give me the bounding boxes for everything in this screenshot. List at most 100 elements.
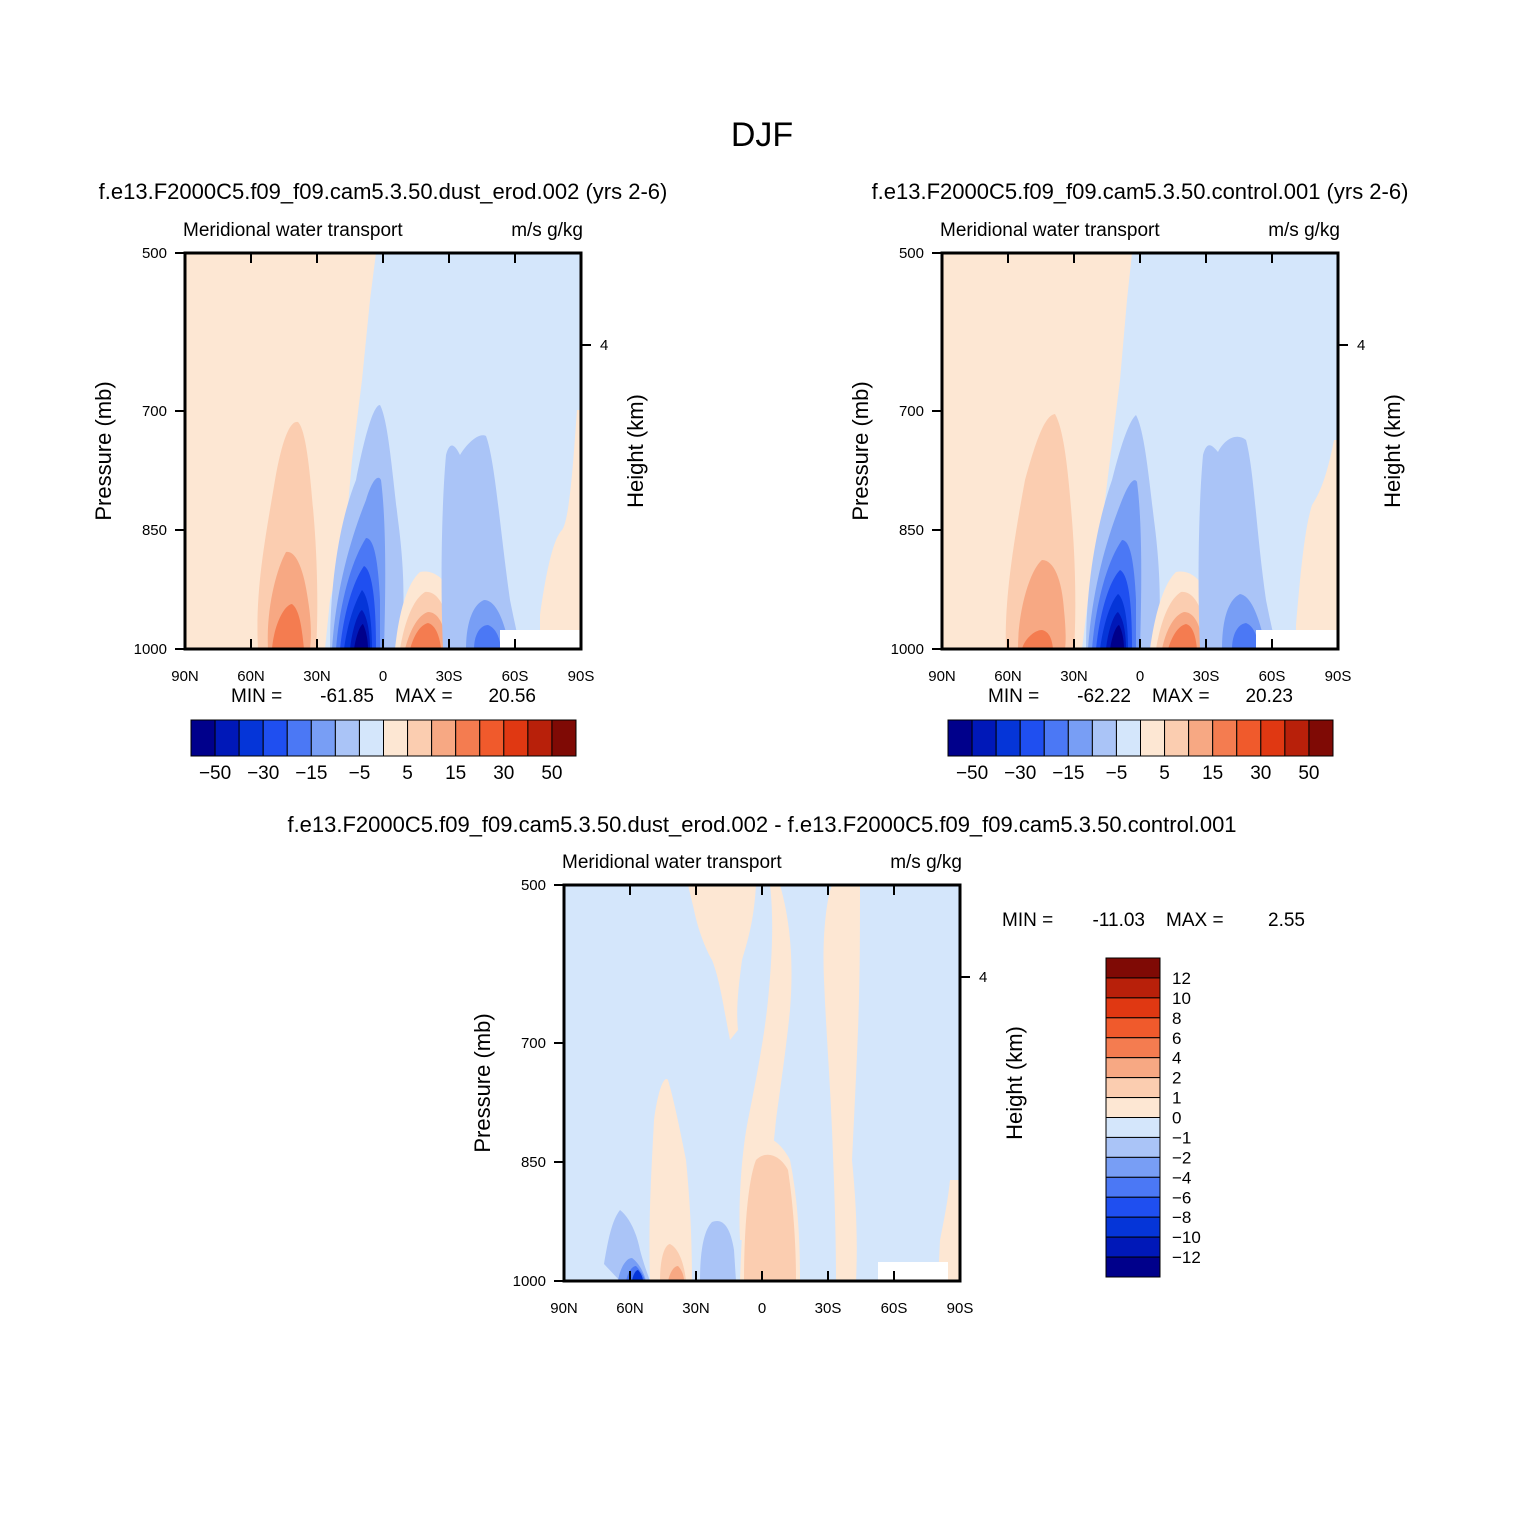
colorbar-label: 6 [1172,1029,1181,1048]
colorbar-box [1105,1077,1161,1099]
y-axis-label: Pressure (mb) [848,381,873,520]
max-value: 20.56 [488,686,536,707]
colorbar-box [1105,1057,1161,1079]
colorbar-box [551,719,577,757]
colorbar-box [1105,1037,1161,1059]
colorbar: −50 −30 −15 −5 5 15 30 50 [947,719,1334,784]
panel-control: f.e13.F2000C5.f09_f09.cam5.3.50.control.… [848,179,1408,784]
x-tick-0: 0 [379,668,387,685]
x-tick-90s: 90S [1325,668,1352,685]
x-tick-30n: 30N [1060,668,1088,685]
colorbar-box [995,719,1021,757]
y-tick-700: 700 [521,1035,546,1052]
max-label: MAX = [395,686,453,707]
colorbar-box [286,719,312,757]
contour-pos-level3 [1018,560,1066,649]
colorbar-box [190,719,216,757]
contour-field [942,253,1338,649]
y-right-axis-label: Height (km) [1380,394,1405,508]
contour-pos-polar [1296,440,1338,649]
contour-pos-south-l4 [410,623,441,649]
max-value: 20.23 [1245,686,1293,707]
x-tick-0: 0 [758,1300,766,1317]
colorbar-box [1236,719,1262,757]
x-tick-30s: 30S [1193,668,1220,685]
colorbar-label: −30 [247,763,279,784]
panel-difference: f.e13.F2000C5.f09_f09.cam5.3.50.dust_ero… [287,812,1305,1317]
y-axis-label: Pressure (mb) [91,381,116,520]
colorbar-box [1105,1256,1161,1278]
y-right-axis-label: Height (km) [1002,1026,1027,1140]
field-positive-region [185,253,376,649]
colorbar-box [1308,719,1334,757]
colorbar-box [1043,719,1069,757]
colorbar-label: −30 [1004,763,1036,784]
y-right-axis-label: Height (km) [623,394,648,508]
colorbar-box [358,719,384,757]
colorbar-box [1260,719,1286,757]
colorbar-label: −15 [295,763,327,784]
colorbar-label: 4 [1172,1049,1181,1068]
x-tick-30s: 30S [436,668,463,685]
colorbar-label: −12 [1172,1248,1201,1267]
colorbar-box [527,719,553,757]
contour-pos-level3 [668,1266,684,1281]
field-positive-band [649,1079,692,1281]
colorbar-label: −50 [956,763,988,784]
y-tick-850: 850 [899,522,924,539]
colorbar-label: 30 [1250,763,1271,784]
colorbar-box [1188,719,1214,757]
min-value: -62.22 [1077,686,1131,707]
y-right-tick-4: 4 [600,337,608,354]
colorbar-label: −5 [1106,763,1128,784]
colorbar-label: 0 [1172,1109,1181,1128]
missing-data-mask [1256,630,1338,649]
colorbar-label: −5 [349,763,371,784]
colorbar-box [455,719,481,757]
colorbar: −50 −30 −15 −5 5 15 30 50 [190,719,577,784]
colorbar-label: 50 [541,763,562,784]
panel-subtitle-right: m/s g/kg [1268,220,1340,241]
contour-neg-level8 [354,624,368,649]
colorbar-label: 8 [1172,1009,1181,1028]
colorbar-label: −1 [1172,1128,1191,1147]
x-tick-60s: 60S [1259,668,1286,685]
colorbar-label: 50 [1298,763,1319,784]
y-tick-1000: 1000 [891,641,924,658]
colorbar-box [1067,719,1093,757]
contour-field [564,885,960,1281]
colorbar-box [407,719,433,757]
x-tick-90s: 90S [947,1300,974,1317]
x-tick-60s: 60S [502,668,529,685]
y-tick-850: 850 [142,522,167,539]
colorbar-box [1115,719,1141,757]
colorbar-box [1140,719,1166,757]
contour-pos-level2 [744,1154,796,1281]
colorbar-label: 10 [1172,989,1191,1008]
contour-neg-south-l4 [474,625,501,649]
contour-neg-level8 [1110,625,1124,649]
min-value: -61.85 [320,686,374,707]
colorbar-box [503,719,529,757]
y-tick-850: 850 [521,1154,546,1171]
colorbar-box [1105,1097,1161,1118]
colorbar-box [1105,1136,1161,1158]
colorbar-box [1105,997,1161,1019]
y-right-tick-4: 4 [1357,337,1365,354]
colorbar-label: 12 [1172,969,1191,988]
max-label: MAX = [1152,686,1210,707]
x-tick-30n: 30N [682,1300,710,1317]
colorbar-box [1105,1216,1161,1238]
colorbar-box [310,719,336,757]
contour-pos-level4 [272,604,304,649]
y-right-tick-4: 4 [979,969,987,986]
colorbar-box [1019,719,1045,757]
missing-data-mask [500,630,581,649]
y-tick-700: 700 [899,403,924,420]
x-tick-90n: 90N [550,1300,578,1317]
colorbar-box [1105,1176,1161,1198]
panel-dust-erod: f.e13.F2000C5.f09_f09.cam5.3.50.dust_ero… [91,179,667,784]
x-tick-30s: 30S [815,1300,842,1317]
